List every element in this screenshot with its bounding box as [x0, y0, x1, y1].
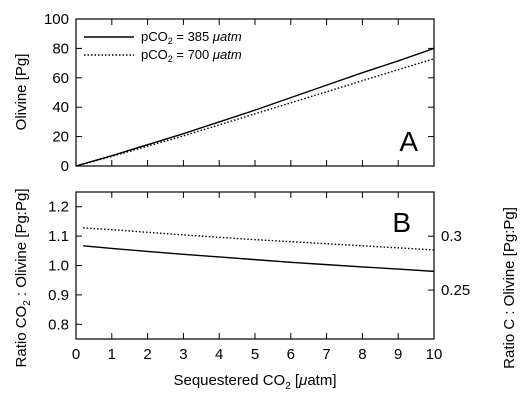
panel-b-y-axis-title: Ratio CO2 : Olivine [Pg:Pg]: [13, 189, 33, 368]
panelB-y-tick-label: 1.1: [48, 228, 69, 245]
panelA-y-tick-label: 20: [52, 129, 69, 146]
panelB-x-tick-label: 6: [287, 346, 295, 363]
panelB-x-tick-label: 3: [179, 346, 187, 363]
panel-a-lines: [75, 47, 435, 167]
panel-a-label: A: [399, 126, 418, 157]
panel-b-lines: [83, 227, 435, 273]
panelB-x-tick-label: 10: [426, 346, 443, 363]
panel-a-y-axis-title: Olivine [Pg]: [13, 54, 30, 131]
panelB-y-tick-label: 0.9: [48, 287, 69, 304]
panelB-x-tick-label: 9: [394, 346, 402, 363]
panel-b: 0.8 0.9 1.0 1.1 1.2 0.25 0.3 0 1 2 3 4 5 6 7 8 9 10 Rat…: [13, 189, 518, 392]
panelB-x-tick-label: 2: [143, 346, 151, 363]
panel-b-label: B: [392, 207, 411, 238]
panel-b-x-tick-labels: 0 1 2 3 4 5 6 7 8 9 10: [72, 346, 443, 363]
panel-b-y2-tick-labels: 0.25 0.3: [441, 228, 470, 299]
panelB-x-tick-label: 0: [72, 346, 80, 363]
panelB-y2-tick-label: 0.3: [441, 228, 462, 245]
panelB-x-tick-label: 8: [358, 346, 366, 363]
panel-a-frame: [75, 18, 435, 167]
panelB-x-tick-label: 7: [322, 346, 330, 363]
panelB-y-tick-label: 0.8: [48, 316, 69, 333]
panelA-y-tick-label: 0: [61, 158, 69, 175]
legend: pCO2 = 385 μatm pCO2 = 700 μatm: [84, 29, 242, 64]
panel-a-y-tick-labels: 0 20 40 60 80 100: [44, 11, 69, 175]
panelB-x-tick-label: 4: [215, 346, 223, 363]
panelA-y-tick-label: 80: [52, 40, 69, 57]
panelA-series-line-dotted: [75, 58, 435, 167]
panelA-y-tick-label: 100: [44, 11, 69, 28]
panel-b-ticks: [75, 192, 435, 339]
panel-b-y2-axis-title: Ratio C : Olivine [Pg:Pg]: [501, 207, 518, 369]
panel-a: 0 20 40 60 80 100 Olivine [Pg] pCO2 = 385 μat…: [13, 11, 435, 175]
panelB-y-tick-label: 1.0: [48, 258, 69, 275]
legend-label-700: pCO2 = 700 μatm: [141, 47, 242, 64]
legend-label-385: pCO2 = 385 μatm: [141, 29, 242, 46]
panelB-y-tick-label: 1.2: [48, 199, 69, 216]
panelA-y-tick-label: 60: [52, 70, 69, 87]
panel-b-y-tick-labels: 0.8 0.9 1.0 1.1 1.2: [48, 199, 69, 334]
panel-a-ticks: [75, 18, 435, 167]
panelB-x-tick-label: 1: [108, 346, 116, 363]
panelB-y2-tick-label: 0.25: [441, 282, 470, 299]
panelB-series-line-solid: [83, 245, 435, 273]
panelB-x-tick-label: 5: [251, 346, 259, 363]
panelA-series-line-solid: [75, 47, 435, 167]
panel-b-frame: [75, 191, 435, 340]
x-axis-title: Sequestered CO2 [μatm]: [173, 372, 336, 392]
panelA-y-tick-label: 40: [52, 99, 69, 116]
panelB-series-line-dotted: [83, 227, 435, 251]
